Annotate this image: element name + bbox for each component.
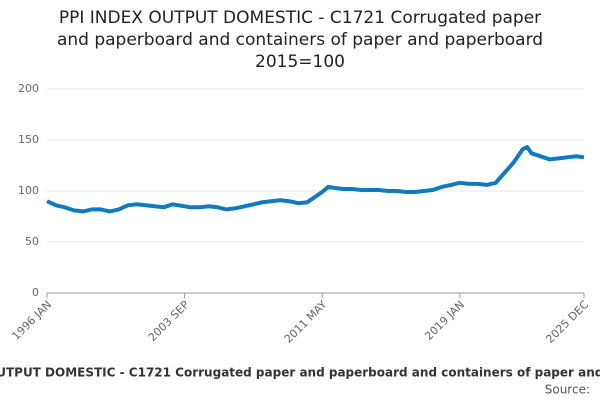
x-tick-label: 2003 SEP xyxy=(146,298,192,344)
data-line xyxy=(46,145,585,214)
y-tick-label: 100 xyxy=(18,184,39,197)
source: Source: xyxy=(545,383,590,397)
x-tick-label: 2011 MAY xyxy=(282,298,330,346)
y-tick-label: 200 xyxy=(18,82,39,95)
chart-title: and paperboard and containers of paper a… xyxy=(57,30,543,50)
y-tick-label: 0 xyxy=(32,286,39,299)
y-tick-label: 150 xyxy=(18,133,39,146)
chart-title: PPI INDEX OUTPUT DOMESTIC - C1721 Corrug… xyxy=(59,8,541,28)
y-tick-label: 50 xyxy=(25,235,39,248)
x-tick-label: 1996 JAN xyxy=(9,298,54,343)
footer: PPI INDEX OUTPUT DOMESTIC - C1721 Corrug… xyxy=(0,366,600,380)
x-tick-label: 2025 DEC xyxy=(543,298,591,346)
x-tick-label: 2019 JAN xyxy=(422,298,467,343)
chart-title: 2015=100 xyxy=(255,52,345,72)
